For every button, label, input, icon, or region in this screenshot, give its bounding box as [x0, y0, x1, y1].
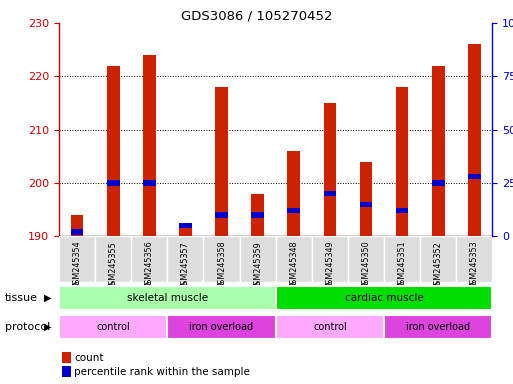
Bar: [95, 236, 131, 282]
Bar: [240, 236, 275, 282]
Text: GDS3086 / 105270452: GDS3086 / 105270452: [181, 10, 332, 23]
Bar: [179, 223, 192, 228]
Bar: [215, 87, 228, 236]
Text: GSM245354: GSM245354: [72, 241, 82, 290]
Text: percentile rank within the sample: percentile rank within the sample: [74, 367, 250, 377]
Bar: [396, 208, 408, 213]
Text: skeletal muscle: skeletal muscle: [127, 293, 208, 303]
Text: iron overload: iron overload: [406, 322, 470, 332]
Bar: [143, 55, 155, 236]
Bar: [275, 286, 492, 310]
Text: ▶: ▶: [44, 293, 51, 303]
Text: GSM245356: GSM245356: [145, 241, 154, 290]
Bar: [275, 236, 312, 282]
Bar: [468, 174, 481, 179]
Bar: [324, 103, 336, 236]
Bar: [107, 66, 120, 236]
Bar: [312, 236, 348, 282]
Bar: [287, 208, 300, 213]
Text: control: control: [96, 322, 130, 332]
Text: control: control: [313, 322, 347, 332]
Text: GSM245352: GSM245352: [434, 241, 443, 290]
Text: GSM245358: GSM245358: [217, 241, 226, 290]
Text: GSM245351: GSM245351: [398, 241, 407, 290]
Bar: [167, 315, 275, 339]
Bar: [71, 215, 84, 236]
Bar: [360, 162, 372, 236]
Bar: [457, 236, 492, 282]
Bar: [251, 194, 264, 236]
Bar: [59, 236, 95, 282]
Bar: [215, 212, 228, 217]
Text: cardiac muscle: cardiac muscle: [345, 293, 424, 303]
Text: GSM245349: GSM245349: [325, 241, 334, 290]
Bar: [432, 180, 445, 185]
Text: GSM245357: GSM245357: [181, 241, 190, 290]
Text: tissue: tissue: [5, 293, 38, 303]
Bar: [287, 151, 300, 236]
Text: ▶: ▶: [44, 322, 51, 332]
Bar: [275, 315, 384, 339]
Bar: [468, 44, 481, 236]
Text: iron overload: iron overload: [189, 322, 253, 332]
Bar: [348, 236, 384, 282]
Bar: [204, 236, 240, 282]
Bar: [420, 236, 457, 282]
Text: GSM245348: GSM245348: [289, 241, 298, 289]
Bar: [432, 66, 445, 236]
Bar: [251, 212, 264, 217]
Bar: [384, 236, 420, 282]
Bar: [384, 315, 492, 339]
Bar: [107, 180, 120, 185]
Text: protocol: protocol: [5, 322, 50, 332]
Bar: [59, 315, 167, 339]
Bar: [167, 236, 204, 282]
Text: GSM245359: GSM245359: [253, 241, 262, 290]
Text: GSM245355: GSM245355: [109, 241, 117, 290]
Text: GSM245350: GSM245350: [362, 241, 370, 290]
Text: count: count: [74, 353, 104, 362]
Bar: [71, 229, 84, 235]
Bar: [179, 225, 192, 236]
Bar: [59, 286, 275, 310]
Bar: [131, 236, 167, 282]
Bar: [324, 191, 336, 196]
Bar: [360, 202, 372, 207]
Text: GSM245353: GSM245353: [470, 241, 479, 290]
Bar: [396, 87, 408, 236]
Bar: [143, 180, 155, 185]
